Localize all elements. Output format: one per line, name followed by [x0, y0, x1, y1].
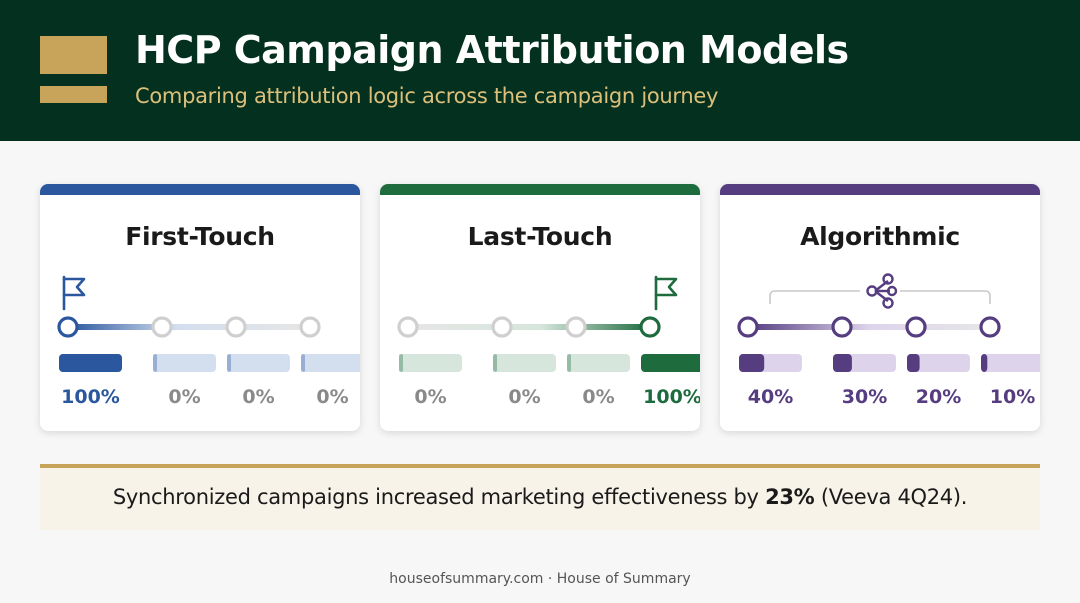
network-node [882, 297, 894, 309]
touchpoint-node [905, 316, 927, 338]
algorithmic-diagram: 40% 30% 20% 10% [737, 273, 1040, 408]
touchpoint-node [737, 316, 759, 338]
card-last-touch: Last-Touch 0% 0% 0% 100% [380, 184, 700, 431]
card-title: First-Touch [125, 222, 275, 251]
credit-bar-track [567, 354, 630, 372]
credit-bar-fill [981, 354, 988, 372]
credit-label: 10% [990, 386, 1035, 408]
network-icon [866, 273, 898, 309]
card-title: Algorithmic [800, 222, 960, 251]
credit-label: 0% [168, 386, 200, 408]
credit-label: 0% [316, 386, 348, 408]
stat-callout: Synchronized campaigns increased marketi… [40, 468, 1040, 530]
touchpoint-node [57, 316, 79, 338]
last-touch-diagram: 0% 0% 0% 100% [397, 275, 700, 408]
card-accent-bar [720, 184, 1040, 195]
credit-bar-edge [493, 354, 497, 372]
flag-icon [654, 275, 678, 311]
card-accent-bar [380, 184, 700, 195]
credit-bar-edge [399, 354, 403, 372]
footer-credit: houseofsummary.com · House of Summary [389, 571, 691, 587]
credit-bar-fill [641, 354, 700, 372]
journey-track [68, 324, 310, 330]
touchpoint-node [397, 316, 419, 338]
network-node [882, 273, 894, 285]
credit-bar-track [493, 354, 556, 372]
journey-track [408, 324, 650, 330]
stat-value: 23% [765, 485, 815, 509]
flag-icon [62, 275, 86, 311]
credit-bar-track [301, 354, 360, 372]
credit-label: 20% [916, 386, 961, 408]
credit-label: 30% [842, 386, 887, 408]
touchpoint-node [151, 316, 173, 338]
network-node [866, 285, 878, 297]
touchpoint-node [491, 316, 513, 338]
stat-accent-bar [40, 464, 1040, 468]
touchpoint-node [225, 316, 247, 338]
credit-label: 0% [508, 386, 540, 408]
credit-bar-edge [301, 354, 305, 372]
logo-block-bottom [40, 86, 107, 103]
touchpoint-node [639, 316, 661, 338]
credit-label: 100% [643, 386, 700, 408]
card-first-touch: First-Touch 100% 0% 0% 0% [40, 184, 360, 431]
credit-bar-fill [833, 354, 852, 372]
first-touch-diagram: 100% 0% 0% 0% [57, 275, 360, 408]
touchpoint-node [299, 316, 321, 338]
stat-text: Synchronized campaigns increased marketi… [40, 485, 1040, 509]
card-title: Last-Touch [467, 222, 613, 251]
credit-bar-edge [227, 354, 231, 372]
flag-cloth [62, 277, 86, 297]
page-title: HCP Campaign Attribution Models [135, 28, 849, 72]
page-subtitle: Comparing attribution logic across the c… [135, 84, 719, 108]
credit-bar-track [399, 354, 462, 372]
logo-block-top [40, 36, 107, 74]
touchpoint-node [831, 316, 853, 338]
credit-bar-track [153, 354, 216, 372]
journey-track [748, 324, 990, 330]
credit-bar-track [227, 354, 290, 372]
stat-prefix: Synchronized campaigns increased marketi… [112, 485, 766, 509]
credit-label: 0% [582, 386, 614, 408]
credit-label: 100% [61, 386, 120, 408]
network-node [886, 285, 898, 297]
credit-bar-fill [739, 354, 765, 372]
touchpoint-node [979, 316, 1001, 338]
card-algorithmic: Algorithmic 40% 30% 20% 10% [720, 184, 1040, 431]
credit-bar-edge [153, 354, 157, 372]
card-accent-bar [40, 184, 360, 195]
credit-bar-edge [567, 354, 571, 372]
stat-suffix: (Veeva 4Q24). [814, 485, 968, 509]
credit-bar-fill [907, 354, 920, 372]
credit-bar-fill [59, 354, 122, 372]
header-banner: HCP Campaign Attribution Models Comparin… [0, 0, 1080, 141]
credit-bar-track [981, 354, 1040, 372]
touchpoint-node [565, 316, 587, 338]
credit-label: 40% [748, 386, 793, 408]
credit-label: 0% [414, 386, 446, 408]
credit-bar-track [907, 354, 970, 372]
flag-cloth [654, 277, 678, 297]
credit-label: 0% [242, 386, 274, 408]
